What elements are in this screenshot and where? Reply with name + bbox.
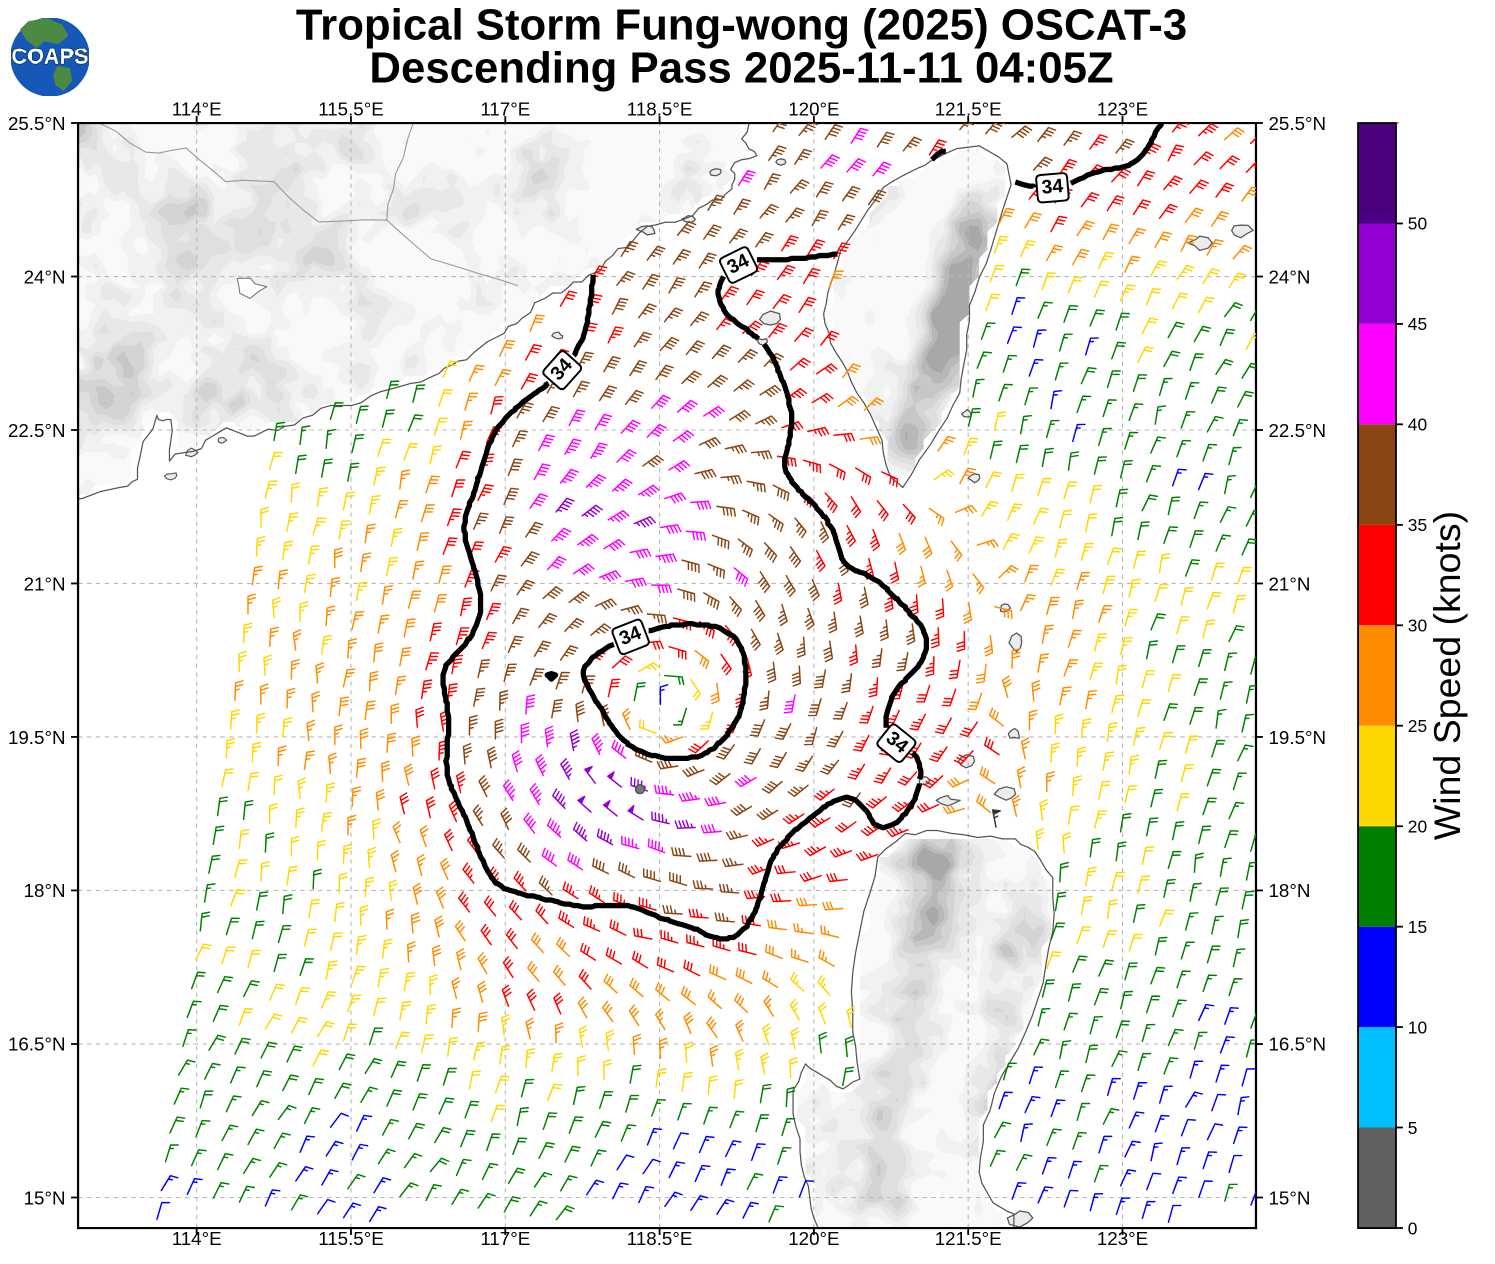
svg-text:117°E: 117°E (480, 99, 530, 120)
svg-text:18°N: 18°N (24, 880, 66, 901)
svg-text:30: 30 (1408, 616, 1427, 636)
svg-text:19.5°N: 19.5°N (1269, 727, 1327, 748)
svg-text:25.5°N: 25.5°N (1269, 113, 1327, 134)
svg-text:120°E: 120°E (788, 99, 839, 120)
svg-text:123°E: 123°E (1097, 99, 1148, 120)
svg-text:25: 25 (1408, 716, 1427, 736)
svg-text:Tropical Storm Fung-wong (2025: Tropical Storm Fung-wong (2025) OSCAT-3 (296, 1, 1187, 50)
svg-text:15°N: 15°N (1269, 1187, 1311, 1208)
svg-text:21°N: 21°N (24, 573, 66, 594)
svg-text:24°N: 24°N (1269, 266, 1311, 287)
svg-text:0: 0 (1408, 1218, 1418, 1238)
svg-text:121.5°E: 121.5°E (935, 1228, 1002, 1249)
svg-text:16.5°N: 16.5°N (8, 1034, 66, 1055)
svg-text:115.5°E: 115.5°E (318, 99, 384, 120)
svg-text:19.5°N: 19.5°N (8, 727, 66, 748)
svg-text:50: 50 (1408, 214, 1427, 234)
svg-text:114°E: 114°E (172, 1228, 222, 1249)
svg-text:123°E: 123°E (1097, 1228, 1148, 1249)
svg-text:21°N: 21°N (1269, 573, 1311, 594)
svg-text:118.5°E: 118.5°E (627, 99, 693, 120)
svg-text:15: 15 (1408, 917, 1427, 937)
svg-text:10: 10 (1408, 1017, 1427, 1037)
svg-text:40: 40 (1408, 415, 1427, 435)
svg-text:114°E: 114°E (172, 99, 222, 120)
svg-text:16.5°N: 16.5°N (1269, 1034, 1327, 1055)
svg-text:18°N: 18°N (1269, 880, 1311, 901)
svg-text:121.5°E: 121.5°E (935, 99, 1002, 120)
svg-text:34: 34 (1041, 175, 1065, 199)
svg-text:24°N: 24°N (24, 266, 66, 287)
svg-text:22.5°N: 22.5°N (1269, 420, 1327, 441)
svg-text:45: 45 (1408, 314, 1427, 334)
svg-text:25.5°N: 25.5°N (8, 113, 66, 134)
svg-text:Descending Pass 2025-11-11 04:: Descending Pass 2025-11-11 04:05Z (369, 44, 1113, 93)
svg-text:5: 5 (1408, 1118, 1418, 1138)
svg-text:35: 35 (1408, 515, 1427, 535)
svg-text:117°E: 117°E (480, 1228, 530, 1249)
svg-text:20: 20 (1408, 817, 1427, 837)
svg-text:22.5°N: 22.5°N (8, 420, 66, 441)
svg-text:Wind Speed (knots): Wind Speed (knots) (1426, 511, 1468, 840)
svg-text:118.5°E: 118.5°E (627, 1228, 693, 1249)
svg-text:120°E: 120°E (788, 1228, 839, 1249)
svg-text:115.5°E: 115.5°E (318, 1228, 384, 1249)
svg-text:15°N: 15°N (24, 1187, 66, 1208)
